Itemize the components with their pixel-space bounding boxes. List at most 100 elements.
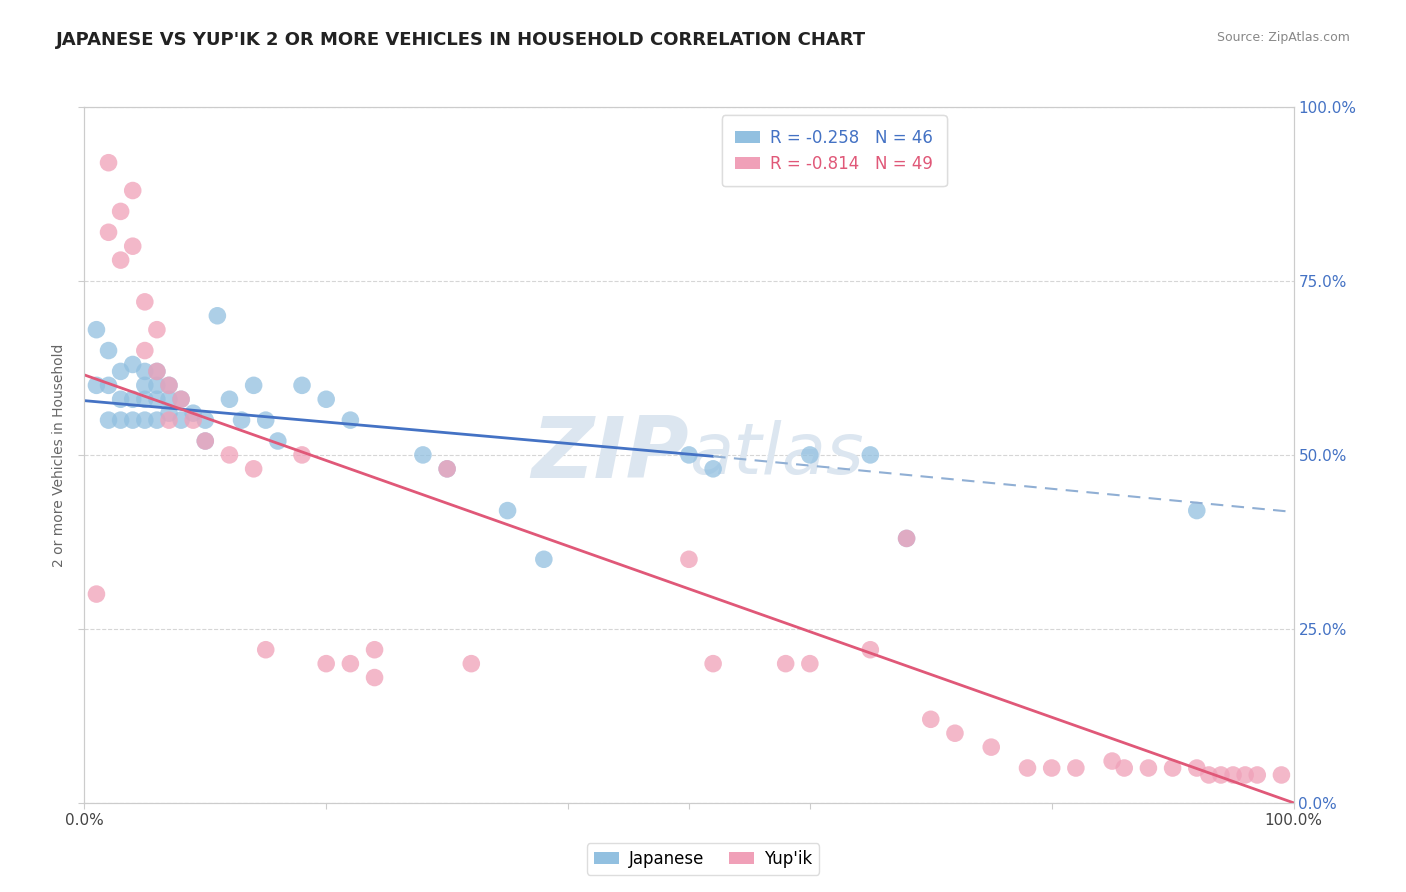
Point [412,448,434,462]
Point [267,434,290,448]
Point [194,434,217,448]
Point [859,642,882,657]
Point [1270,768,1292,782]
Point [170,392,193,407]
Point [157,392,180,407]
Point [1137,761,1160,775]
Point [775,657,797,671]
Point [242,378,264,392]
Point [97,343,120,358]
Point [678,448,700,462]
Point [339,657,361,671]
Point [242,462,264,476]
Point [157,378,180,392]
Point [980,740,1002,755]
Text: JAPANESE VS YUP'IK 2 OR MORE VEHICLES IN HOUSEHOLD CORRELATION CHART: JAPANESE VS YUP'IK 2 OR MORE VEHICLES IN… [56,31,866,49]
Point [859,448,882,462]
Point [291,448,314,462]
Point [678,552,700,566]
Point [134,378,156,392]
Point [1246,768,1268,782]
Legend: Japanese, Yup'ik: Japanese, Yup'ik [588,844,818,875]
Point [254,642,277,657]
Point [1185,761,1208,775]
Point [134,392,156,407]
Point [315,392,337,407]
Point [110,413,132,427]
Point [134,364,156,378]
Point [363,642,385,657]
Point [97,155,120,169]
Point [194,413,217,427]
Point [363,671,385,685]
Point [291,378,314,392]
Point [110,392,132,407]
Point [146,378,169,392]
Point [460,657,482,671]
Point [496,503,519,517]
Point [121,392,143,407]
Point [194,434,217,448]
Point [110,364,132,378]
Point [157,378,180,392]
Point [1114,761,1136,775]
Point [134,294,156,309]
Point [97,413,120,427]
Point [121,358,143,372]
Point [315,657,337,671]
Point [157,413,180,427]
Point [231,413,253,427]
Point [146,364,169,378]
Point [146,323,169,337]
Point [170,392,193,407]
Point [207,309,229,323]
Point [896,532,918,546]
Point [181,413,204,427]
Point [254,413,277,427]
Point [943,726,966,740]
Point [1040,761,1063,775]
Point [110,204,132,219]
Point [97,378,120,392]
Point [1222,768,1244,782]
Point [436,462,458,476]
Text: atlas: atlas [689,420,863,490]
Y-axis label: 2 or more Vehicles in Household: 2 or more Vehicles in Household [52,343,66,566]
Point [110,253,132,268]
Point [920,712,942,726]
Point [1234,768,1257,782]
Point [702,657,724,671]
Point [86,378,108,392]
Point [339,413,361,427]
Point [146,392,169,407]
Point [146,413,169,427]
Point [170,413,193,427]
Point [799,657,821,671]
Point [121,239,143,253]
Point [1161,761,1184,775]
Point [181,406,204,420]
Point [1101,754,1123,768]
Point [1209,768,1232,782]
Point [896,532,918,546]
Point [121,184,143,198]
Text: Source: ZipAtlas.com: Source: ZipAtlas.com [1216,31,1350,45]
Point [121,413,143,427]
Point [157,406,180,420]
Point [146,364,169,378]
Point [1185,503,1208,517]
Point [1064,761,1087,775]
Point [86,587,108,601]
Point [702,462,724,476]
Point [533,552,555,566]
Point [1017,761,1039,775]
Point [218,448,240,462]
Point [134,413,156,427]
Point [799,448,821,462]
Point [1198,768,1220,782]
Point [218,392,240,407]
Point [97,225,120,239]
Point [86,323,108,337]
Point [134,343,156,358]
Legend: R = -0.258   N = 46, R = -0.814   N = 49: R = -0.258 N = 46, R = -0.814 N = 49 [723,115,946,186]
